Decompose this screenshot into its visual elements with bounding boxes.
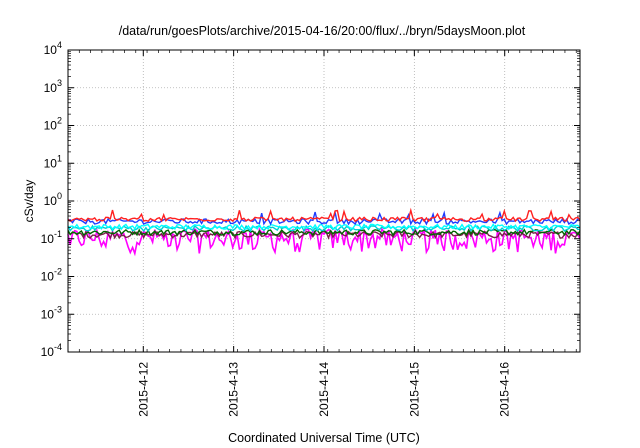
- series-layer: [67, 207, 581, 257]
- series-line: [67, 223, 581, 231]
- x-tick-label: 2015-4-13: [227, 362, 241, 417]
- y-tick-exponent: 1: [57, 153, 62, 163]
- y-tick-exponent: -4: [54, 342, 62, 352]
- y-tick-exponent: -1: [54, 229, 62, 239]
- y-tick-label: 10-1: [41, 229, 62, 246]
- x-axis-label: Coordinated Universal Time (UTC): [228, 431, 420, 445]
- x-tick-label: 2015-4-15: [407, 362, 421, 417]
- y-tick-label: 100: [44, 191, 62, 208]
- y-tick-exponent: 3: [57, 78, 62, 88]
- chart-title: /data/run/goesPlots/archive/2015-04-16/2…: [119, 24, 526, 38]
- y-tick-label: 102: [44, 116, 62, 133]
- series-line: [67, 207, 581, 223]
- y-tick-exponent: 0: [57, 191, 62, 201]
- y-tick-label: 10-2: [41, 267, 62, 284]
- x-tick-label: 2015-4-16: [498, 362, 512, 417]
- y-tick-label: 10-3: [41, 304, 62, 321]
- y-tick-label: 10-4: [41, 342, 62, 359]
- y-tick-exponent: -3: [54, 304, 62, 314]
- x-axis: 2015-4-12 2015-4-13 2015-4-14 2015-4-15 2015…: [67, 50, 577, 417]
- x-tick-label: 2015-4-12: [136, 362, 150, 417]
- y-axis-label: cSv/day: [22, 180, 36, 223]
- grid-lines: [68, 50, 580, 352]
- series-line: [67, 229, 581, 240]
- x-tick-label: 2015-4-14: [317, 362, 331, 417]
- y-tick-label: 103: [44, 78, 62, 95]
- y-tick-label: 104: [44, 40, 62, 57]
- y-tick-exponent: -2: [54, 267, 62, 277]
- y-tick-label: 101: [44, 153, 62, 170]
- series-line: [67, 227, 581, 257]
- y-tick-exponent: 2: [57, 116, 62, 126]
- y-tick-exponent: 4: [57, 40, 62, 50]
